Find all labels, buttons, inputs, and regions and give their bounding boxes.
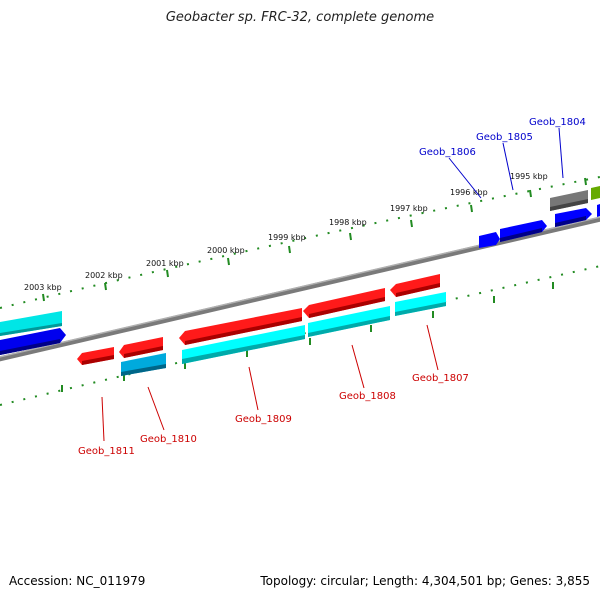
gene-arrow-shade bbox=[395, 302, 446, 316]
map-title: Geobacter sp. FRC-32, complete genome bbox=[165, 10, 435, 25]
gene-arrow-shade bbox=[550, 199, 588, 211]
genome-backbone bbox=[0, 216, 600, 362]
gene-arrow[interactable] bbox=[591, 186, 600, 200]
kbp-label: 2003 kbp bbox=[24, 283, 62, 292]
accession-text: Accession: NC_011979 bbox=[9, 574, 146, 588]
gene-arrow[interactable] bbox=[119, 337, 163, 358]
gene-arrow-shade bbox=[0, 323, 62, 336]
gene-label: Geob_1805 bbox=[476, 132, 533, 143]
gene-arrow-shade bbox=[182, 335, 305, 364]
forward-strand-genes bbox=[0, 186, 600, 376]
gene-label: Geob_1806 bbox=[419, 147, 476, 158]
gene-label: Geob_1809 bbox=[235, 414, 292, 425]
gene-arrow[interactable] bbox=[303, 288, 385, 318]
gene-label: Geob_1811 bbox=[78, 446, 135, 457]
gene-arrow-shade bbox=[309, 297, 385, 318]
gene-arrow[interactable] bbox=[597, 204, 600, 217]
gene-arrow-shade bbox=[185, 317, 302, 345]
label-leaders bbox=[101, 127, 564, 442]
reverse-strand-genes bbox=[77, 274, 440, 365]
genome-summary-text: Topology: circular; Length: 4,304,501 bp… bbox=[260, 574, 590, 588]
gene-arrow-shade bbox=[555, 216, 586, 227]
gene-arrow-shade bbox=[308, 316, 390, 337]
kbp-scale: 2003 kbp 2002 kbp 2001 kbp 2000 kbp 1999… bbox=[24, 172, 548, 292]
inner-major-ticks bbox=[61, 282, 554, 392]
gene-arrow[interactable] bbox=[179, 308, 302, 345]
gene-arrow-shade bbox=[124, 346, 163, 358]
kbp-label: 1997 kbp bbox=[390, 204, 428, 213]
kbp-label: 1998 kbp bbox=[329, 218, 367, 227]
gene-label: Geob_1808 bbox=[339, 391, 396, 402]
outer-major-ticks bbox=[42, 177, 587, 302]
gene-arrow[interactable] bbox=[390, 274, 440, 297]
kbp-label: 1995 kbp bbox=[510, 172, 548, 181]
kbp-label: 2002 kbp bbox=[85, 271, 123, 280]
gene-label: Geob_1810 bbox=[140, 434, 197, 445]
kbp-label: 2000 kbp bbox=[207, 246, 245, 255]
gene-arrow-shade bbox=[82, 355, 114, 365]
gene-label: Geob_1804 bbox=[529, 117, 586, 128]
gene-arrow-shade bbox=[121, 364, 166, 376]
gene-arrow-shade bbox=[500, 228, 542, 242]
kbp-label: 1999 kbp bbox=[268, 233, 306, 242]
gene-label: Geob_1807 bbox=[412, 373, 469, 384]
gene-arrow[interactable] bbox=[0, 311, 62, 336]
kbp-label: 2001 kbp bbox=[146, 259, 184, 268]
gene-arrow[interactable] bbox=[479, 232, 500, 248]
gene-labels: Geob_1806 Geob_1805 Geob_1804 Geob_1811 … bbox=[78, 117, 586, 457]
kbp-label: 1996 kbp bbox=[450, 188, 488, 197]
gene-arrow-shade bbox=[0, 339, 60, 355]
gene-arrow-shade bbox=[396, 283, 440, 297]
